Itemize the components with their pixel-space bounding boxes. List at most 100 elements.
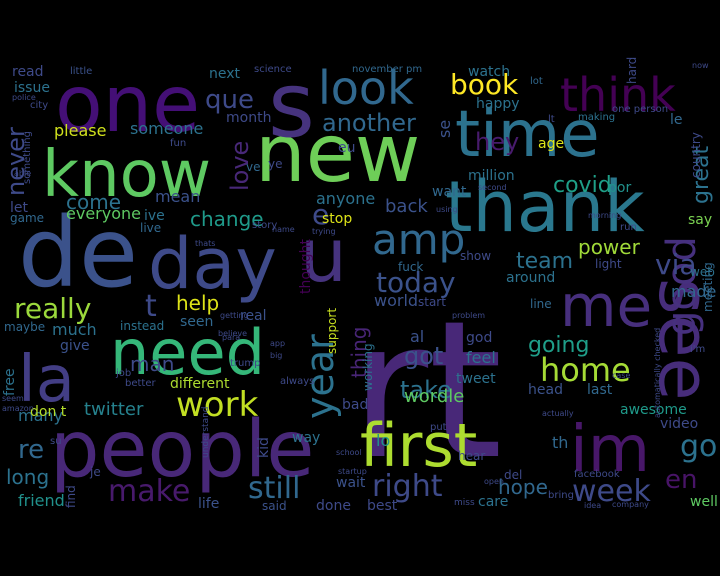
word-put: put — [430, 422, 447, 433]
word-making: making — [578, 112, 615, 123]
word-eu: eu — [338, 140, 356, 156]
word-re: re — [18, 435, 44, 465]
word-different: different — [170, 376, 230, 392]
word-believe: believe — [218, 329, 247, 338]
word-trump: trump — [230, 358, 260, 369]
word-via: via — [655, 248, 697, 281]
word-work: work — [176, 385, 259, 425]
word-something: something — [22, 131, 33, 184]
word-time: time — [455, 98, 600, 172]
word-back: back — [385, 196, 428, 217]
word-game: game — [10, 211, 44, 225]
word-facebook: facebook — [574, 469, 620, 480]
word-right: right — [372, 469, 443, 504]
word-school: school — [336, 448, 362, 457]
word-name: name — [272, 225, 295, 234]
word-lt: lt — [548, 114, 555, 125]
word-support: support — [325, 308, 339, 354]
word-th: th — [552, 433, 568, 452]
word-mean: mean — [155, 187, 200, 206]
word-idea: idea — [584, 501, 601, 510]
word-big: big — [270, 351, 282, 360]
word-one-person: one person — [612, 104, 668, 115]
word-make: make — [108, 474, 190, 509]
word-rt: rt — [350, 280, 503, 501]
word-week: week — [572, 474, 651, 509]
word-i-m: i'm — [690, 344, 705, 355]
word-best: best — [367, 498, 398, 514]
word-think: think — [560, 68, 676, 122]
word-last: last — [587, 382, 613, 398]
word-long: long — [6, 465, 49, 489]
word-november-pm: november pm — [352, 64, 422, 75]
word-using: using — [436, 205, 458, 214]
word-para: para — [222, 333, 240, 342]
word-don-t: don t — [30, 404, 67, 420]
word-always: always — [280, 376, 314, 387]
word-issue: issue — [14, 80, 50, 96]
word-man: man — [130, 352, 174, 376]
word-u: u — [300, 213, 347, 299]
word-great: great — [689, 145, 714, 204]
word-anyone: anyone — [316, 189, 375, 208]
word-run: run — [620, 222, 637, 233]
word-lo: lo — [376, 431, 390, 450]
word-me: me — [560, 272, 652, 340]
word-bring: bring — [548, 490, 574, 501]
word-world: world — [374, 291, 418, 310]
word-home: home — [540, 351, 631, 389]
word-first: first — [360, 411, 477, 481]
word-good: good — [659, 236, 705, 336]
word-science: science — [254, 64, 292, 75]
word-en: en — [665, 465, 697, 495]
word-morning: morning — [588, 211, 621, 220]
word-lot: lot — [530, 76, 543, 87]
word-care: care — [478, 494, 508, 510]
word-next: next — [209, 66, 241, 82]
word-fuck: fuck — [398, 260, 423, 274]
word-day: day — [148, 223, 277, 305]
word-miss: miss — [454, 498, 475, 508]
word-give: give — [60, 338, 90, 354]
word-month: month — [226, 110, 271, 126]
word-amazon: amazon — [2, 404, 34, 413]
word-awesome: awesome — [620, 402, 687, 418]
word-je: je — [89, 465, 101, 479]
word-life: life — [198, 496, 219, 512]
word-thing: thing — [347, 327, 371, 378]
word-meeting: meeting — [701, 262, 715, 312]
word-let: let — [10, 200, 29, 216]
word-video: video — [660, 416, 698, 432]
word-power: power — [578, 235, 641, 259]
word-start: start — [418, 295, 446, 309]
word-working: working — [361, 343, 375, 391]
word-amp: amp — [372, 215, 465, 264]
word-thought: thought — [298, 238, 314, 294]
word-find: find — [64, 485, 78, 508]
word-able: able — [14, 169, 31, 178]
word-head: head — [528, 382, 563, 398]
word-hope: hope — [498, 475, 548, 499]
word-case: case — [612, 371, 630, 380]
word-seen: seen — [180, 314, 213, 330]
word-today: today — [376, 266, 456, 299]
word-god: god — [466, 330, 492, 346]
word-que: que — [205, 85, 254, 115]
word-cloud-canvas: rt new de people time one thank know day… — [2, 56, 720, 514]
word-understand: understand — [201, 406, 211, 458]
word-know: know — [42, 138, 211, 212]
word-seem: seem — [2, 394, 24, 403]
word-someone: someone — [130, 119, 203, 138]
letterbox-top — [0, 0, 720, 56]
word-ive: ive — [144, 208, 165, 224]
word-automatically-checked: automatically checked — [653, 328, 662, 418]
word-light: light — [595, 257, 622, 271]
word-getting: getting — [220, 311, 249, 320]
word-line: line — [530, 297, 552, 311]
word-thats: thats — [195, 239, 215, 248]
word-s: s — [268, 56, 315, 158]
word-never: never — [2, 127, 30, 196]
word-team: team — [516, 249, 573, 274]
word-t: t — [145, 289, 157, 324]
word-twitter: twitter — [84, 399, 144, 420]
